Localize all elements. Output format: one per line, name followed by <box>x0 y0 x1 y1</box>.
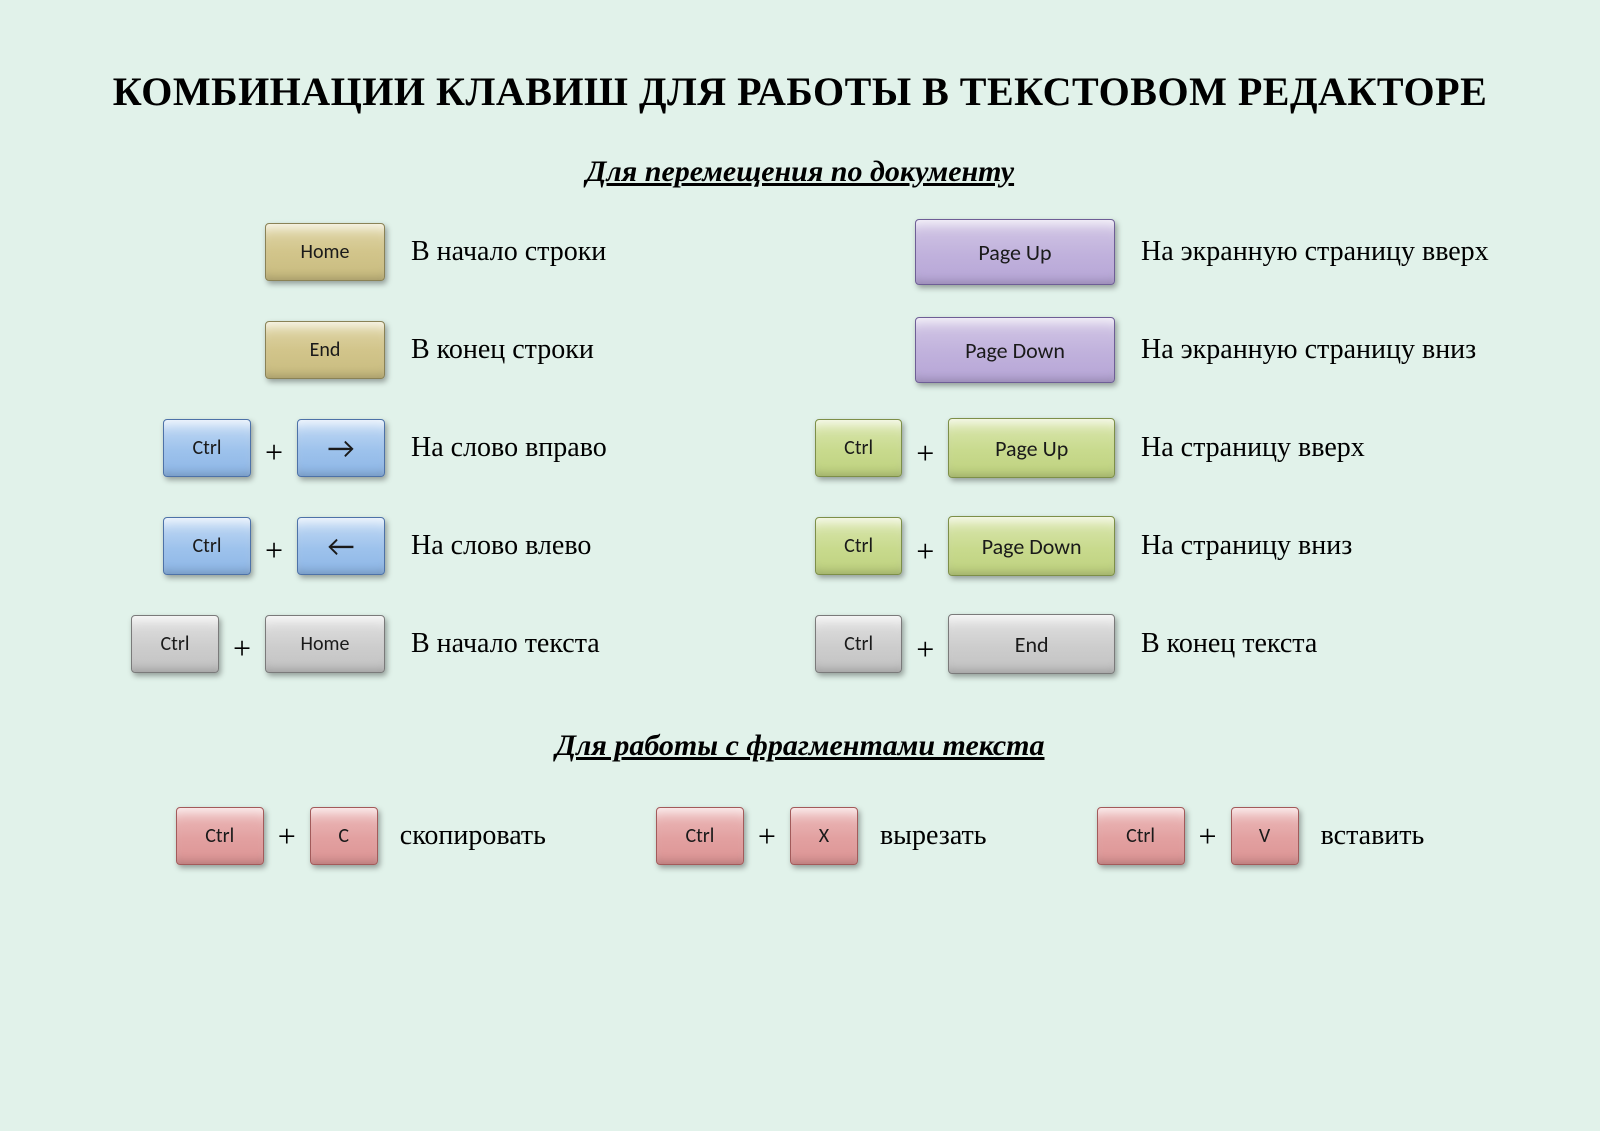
key-x: X <box>790 807 858 865</box>
key-ctrl: Ctrl <box>815 419 902 477</box>
keys-group: Home <box>85 223 385 281</box>
key-ctrl: Ctrl <box>656 807 744 865</box>
shortcut-row: Page Down На экранную страницу вниз <box>815 315 1515 385</box>
key-page-up: Page Up <box>915 219 1115 285</box>
shortcut-row: Ctrl + Home В начало текста <box>85 609 785 679</box>
navigation-left-column: Home В начало строки End В конец строки Ctrl… <box>85 217 785 679</box>
keys-group: End <box>85 321 385 379</box>
key-label: → <box>327 430 354 467</box>
key-ctrl: Ctrl <box>163 419 251 477</box>
keys-group: Ctrl + Page Up <box>815 418 1115 478</box>
key-page-up: Page Up <box>948 418 1115 478</box>
key-label: Ctrl <box>844 534 873 558</box>
key-page-down: Page Down <box>915 317 1115 383</box>
plus-sign: + <box>1199 818 1217 855</box>
key-label: Home <box>301 632 350 656</box>
keys-group: Page Down <box>815 317 1115 383</box>
key-label: End <box>1015 631 1049 658</box>
plus-sign: + <box>265 434 283 477</box>
key-label: Page Up <box>978 239 1051 266</box>
shortcut-row: Ctrl + Vвставить <box>1097 807 1425 865</box>
shortcut-description: В конец строки <box>411 334 594 366</box>
shortcut-description: На экранную страницу вверх <box>1141 236 1489 268</box>
key-label: V <box>1259 824 1270 848</box>
keys-group: Ctrl + ← <box>85 517 385 575</box>
shortcut-description: вырезать <box>880 820 987 852</box>
key-home: Home <box>265 223 385 281</box>
key-ctrl: Ctrl <box>131 615 219 673</box>
navigation-heading: Для перемещения по документу <box>0 155 1600 189</box>
shortcut-description: На страницу вниз <box>1141 530 1352 562</box>
shortcut-row: Ctrl + Page Up На страницу вверх <box>815 413 1515 483</box>
shortcut-description: На слово вправо <box>411 432 607 464</box>
plus-sign: + <box>916 533 934 576</box>
key-ctrl: Ctrl <box>1097 807 1185 865</box>
key-end: End <box>948 614 1115 674</box>
key-label: C <box>338 824 349 848</box>
shortcut-row: Ctrl + End В конец текста <box>815 609 1515 679</box>
plus-sign: + <box>265 532 283 575</box>
keys-group: Page Up <box>815 219 1115 285</box>
shortcut-description: В начало текста <box>411 628 600 660</box>
key-label: Ctrl <box>192 436 221 460</box>
page-title: КОМБИНАЦИИ КЛАВИШ ДЛЯ РАБОТЫ В ТЕКСТОВОМ… <box>0 0 1600 115</box>
key--: → <box>297 419 385 477</box>
key-ctrl: Ctrl <box>815 517 902 575</box>
key-ctrl: Ctrl <box>176 807 264 865</box>
shortcut-row: Ctrl + → На слово вправо <box>85 413 785 483</box>
shortcut-row: Home В начало строки <box>85 217 785 287</box>
fragments-section: Ctrl + Cскопировать Ctrl + Xвырезать Ctrl + Vвст… <box>0 807 1600 865</box>
shortcut-description: вставить <box>1321 820 1425 852</box>
shortcut-row: Page Up На экранную страницу вверх <box>815 217 1515 287</box>
navigation-right-column: Page Up На экранную страницу вверх Page Do… <box>815 217 1515 679</box>
key-label: Ctrl <box>160 632 189 656</box>
key-c: C <box>310 807 378 865</box>
key-v: V <box>1231 807 1299 865</box>
key-end: End <box>265 321 385 379</box>
shortcut-description: На страницу вверх <box>1141 432 1365 464</box>
shortcut-description: В начало строки <box>411 236 606 268</box>
shortcut-row: Ctrl + Page Down На страницу вниз <box>815 511 1515 581</box>
shortcut-description: На слово влево <box>411 530 591 562</box>
key-label: Page Up <box>995 435 1068 462</box>
key-label: Ctrl <box>1126 824 1155 848</box>
shortcut-row: End В конец строки <box>85 315 785 385</box>
keys-group: Ctrl + End <box>815 614 1115 674</box>
key-label: Home <box>301 240 350 264</box>
key-label: Page Down <box>965 337 1065 364</box>
key-label: Ctrl <box>844 632 873 656</box>
navigation-section: Home В начало строки End В конец строки Ctrl… <box>0 217 1600 679</box>
plus-sign: + <box>233 630 251 673</box>
key-page-down: Page Down <box>948 516 1115 576</box>
plus-sign: + <box>278 818 296 855</box>
shortcut-description: скопировать <box>400 820 546 852</box>
fragments-heading: Для работы с фрагментами текста <box>0 729 1600 763</box>
keys-group: Ctrl + → <box>85 419 385 477</box>
key-ctrl: Ctrl <box>815 615 902 673</box>
shortcut-row: Ctrl + ← На слово влево <box>85 511 785 581</box>
key-label: Ctrl <box>844 436 873 460</box>
shortcut-description: На экранную страницу вниз <box>1141 334 1476 366</box>
shortcut-row: Ctrl + Cскопировать <box>176 807 546 865</box>
keys-group: Ctrl + Page Down <box>815 516 1115 576</box>
key--: ← <box>297 517 385 575</box>
key-label: Page Down <box>982 533 1082 560</box>
key-label: End <box>310 338 341 362</box>
plus-sign: + <box>916 435 934 478</box>
key-home: Home <box>265 615 385 673</box>
key-label: Ctrl <box>192 534 221 558</box>
key-label: X <box>819 824 829 848</box>
plus-sign: + <box>916 631 934 674</box>
plus-sign: + <box>758 818 776 855</box>
shortcut-row: Ctrl + Xвырезать <box>656 807 987 865</box>
key-ctrl: Ctrl <box>163 517 251 575</box>
shortcut-description: В конец текста <box>1141 628 1317 660</box>
keys-group: Ctrl + Home <box>85 615 385 673</box>
key-label: Ctrl <box>205 824 234 848</box>
key-label: Ctrl <box>685 824 714 848</box>
key-label: ← <box>327 528 354 565</box>
